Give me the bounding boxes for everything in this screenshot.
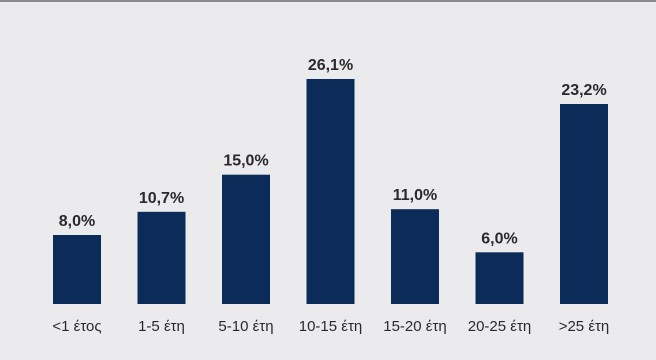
value-label-5: 6,0% bbox=[481, 230, 517, 247]
bar-0 bbox=[53, 235, 101, 304]
bar-1 bbox=[137, 211, 186, 304]
category-label-3: 10-15 έτη bbox=[299, 318, 363, 335]
category-label-6: >25 έτη bbox=[559, 318, 610, 335]
value-label-1: 10,7% bbox=[139, 190, 184, 207]
bar-6 bbox=[560, 104, 608, 304]
bars-group bbox=[53, 79, 608, 304]
category-label-2: 5-10 έτη bbox=[218, 318, 273, 335]
value-labels-group: 8,0% 10,7% 15,0% 26,1% 11,0% 6,0% 23,2% bbox=[59, 57, 607, 247]
value-label-4: 11,0% bbox=[393, 187, 437, 204]
bar-3 bbox=[306, 79, 355, 304]
value-label-6: 23,2% bbox=[561, 82, 606, 99]
value-label-0: 8,0% bbox=[59, 213, 95, 230]
category-label-0: <1 έτος bbox=[52, 318, 101, 335]
category-label-4: 15-20 έτη bbox=[383, 318, 447, 335]
category-label-5: 20-25 έτη bbox=[468, 318, 532, 335]
value-label-3: 26,1% bbox=[308, 57, 353, 74]
bar-4 bbox=[391, 209, 439, 304]
category-labels-group: <1 έτος 1-5 έτη 5-10 έτη 10-15 έτη 15-20 έτη… bbox=[52, 318, 609, 335]
value-label-2: 15,0% bbox=[223, 153, 268, 170]
bar-5 bbox=[475, 252, 524, 304]
category-label-1: 1-5 έτη bbox=[138, 318, 185, 335]
bar-2 bbox=[222, 174, 270, 304]
